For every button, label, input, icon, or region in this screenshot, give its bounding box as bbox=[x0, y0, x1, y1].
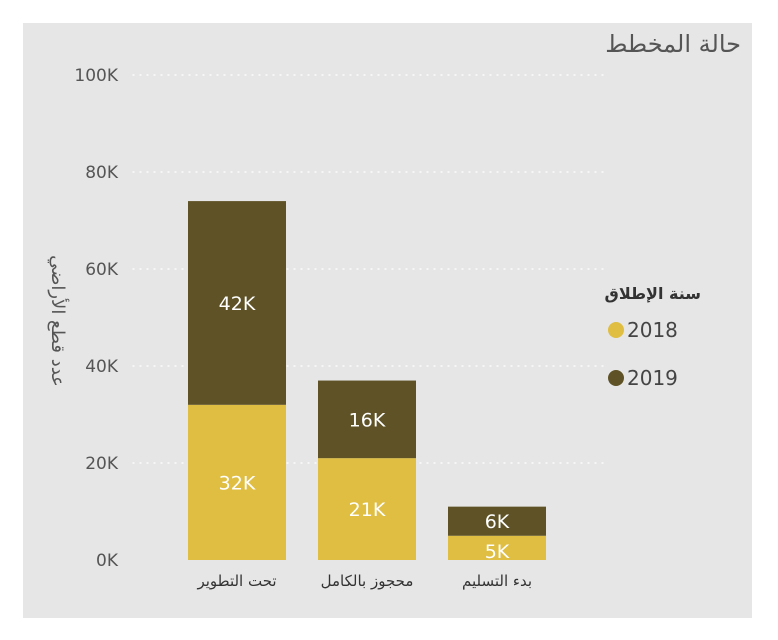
bar-2019-3[interactable] bbox=[448, 506, 546, 536]
legend-swatch bbox=[608, 322, 624, 338]
bar-2018-1[interactable] bbox=[188, 404, 286, 560]
data-label: 21K bbox=[349, 499, 386, 521]
chart-panel: 0K 20K 40K 60K 80K 100K 32K 42K 21K 16K 5K 6K تحت … bbox=[23, 23, 752, 618]
y-axis-title: عدد قطع الأراضي bbox=[47, 255, 69, 387]
legend-label: 2019 bbox=[627, 366, 678, 390]
y-tick-label: 40K bbox=[85, 357, 119, 377]
bar-2019-2[interactable] bbox=[318, 380, 416, 459]
y-tick-label: 80K bbox=[85, 163, 119, 183]
x-category-label: تحت التطوير bbox=[196, 572, 276, 590]
bar-2018-2[interactable] bbox=[318, 458, 416, 560]
data-label: 42K bbox=[219, 293, 256, 315]
bar-2018-3[interactable] bbox=[448, 535, 546, 560]
y-tick-label: 100K bbox=[74, 66, 118, 86]
data-label: 16K bbox=[349, 409, 386, 431]
legend-label: 2018 bbox=[627, 318, 678, 342]
legend-swatch bbox=[608, 370, 624, 386]
bar-chart: 0K 20K 40K 60K 80K 100K 32K 42K 21K 16K 5K 6K تحت … bbox=[47, 30, 741, 590]
x-category-label: محجوز بالكامل bbox=[321, 572, 414, 590]
data-label: 5K bbox=[485, 541, 510, 563]
chart-title: حالة المخطط bbox=[605, 30, 741, 58]
legend-title: سنة الإطلاق bbox=[605, 284, 701, 303]
y-tick-label: 0K bbox=[96, 551, 119, 571]
data-label: 32K bbox=[219, 472, 256, 494]
legend-item-2018[interactable]: 2018 bbox=[608, 318, 678, 342]
legend-item-2019[interactable]: 2019 bbox=[608, 366, 678, 390]
data-label: 6K bbox=[485, 511, 510, 533]
y-tick-label: 20K bbox=[85, 454, 119, 474]
y-tick-label: 60K bbox=[85, 260, 119, 280]
bar-2019-1[interactable] bbox=[188, 201, 286, 405]
x-category-label: بدء التسليم bbox=[462, 572, 532, 590]
